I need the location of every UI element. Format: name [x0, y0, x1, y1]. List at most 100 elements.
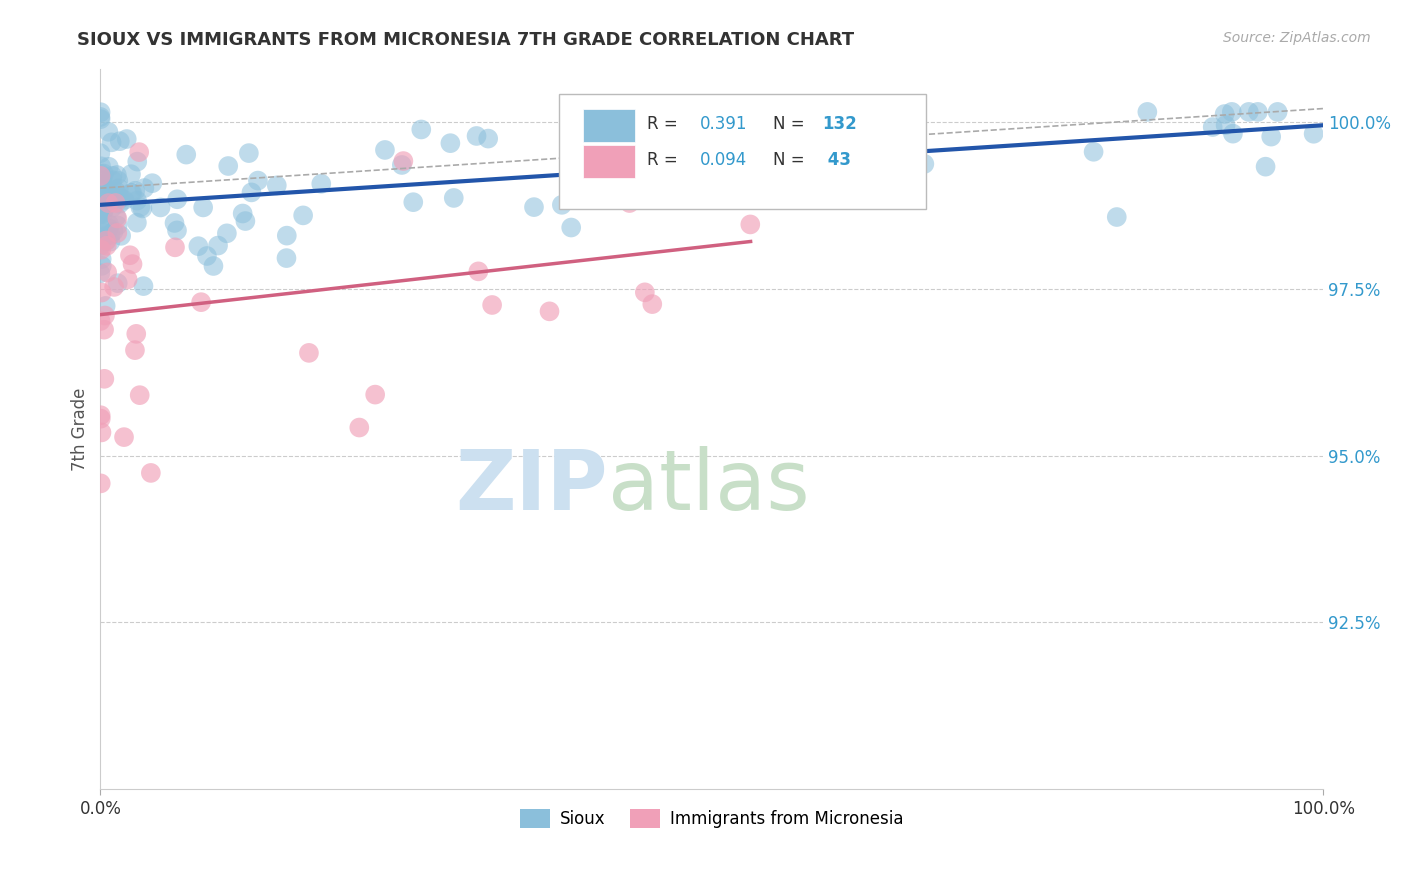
Point [127, 154, 149, 169]
Point [124, 343, 146, 358]
Point [108, 181, 131, 195]
Point [93, 202, 115, 217]
Point [1136, 104, 1159, 119]
Point [1247, 104, 1270, 119]
Point [166, 192, 188, 206]
Point [402, 195, 425, 210]
Point [91, 207, 114, 221]
Point [465, 128, 488, 143]
Point [120, 186, 142, 200]
FancyBboxPatch shape [583, 145, 634, 178]
Point [98, 218, 121, 232]
Point [128, 388, 150, 402]
Point [90, 285, 112, 300]
Point [141, 176, 163, 190]
Point [804, 139, 827, 153]
Point [232, 206, 254, 220]
Text: N =: N = [773, 151, 810, 169]
Point [97, 160, 120, 174]
Point [89, 206, 111, 220]
Point [89, 202, 111, 216]
Point [292, 208, 315, 222]
Text: 0.094: 0.094 [700, 151, 747, 169]
Point [1215, 118, 1237, 132]
Point [105, 189, 128, 203]
Point [481, 298, 503, 312]
Point [103, 225, 125, 239]
Point [411, 122, 433, 136]
Text: N =: N = [773, 115, 810, 133]
Point [298, 346, 321, 360]
Point [94, 229, 117, 244]
Point [89, 177, 111, 191]
Legend: Sioux, Immigrants from Micronesia: Sioux, Immigrants from Micronesia [513, 803, 911, 835]
Point [202, 259, 225, 273]
Point [124, 184, 146, 198]
Point [191, 201, 214, 215]
Point [1213, 107, 1236, 121]
Point [100, 189, 122, 203]
Point [89, 167, 111, 181]
Point [90, 105, 112, 120]
Point [207, 238, 229, 252]
Point [101, 169, 124, 183]
Point [740, 218, 762, 232]
Point [1302, 127, 1324, 141]
Point [104, 196, 127, 211]
Point [91, 180, 114, 194]
Point [107, 174, 129, 188]
Point [91, 173, 114, 187]
Point [1222, 127, 1244, 141]
Point [901, 192, 924, 206]
Point [89, 110, 111, 124]
Point [115, 132, 138, 146]
Point [97, 125, 120, 139]
Point [443, 191, 465, 205]
Point [105, 211, 128, 226]
Text: atlas: atlas [607, 446, 810, 527]
Point [90, 198, 112, 212]
Point [90, 200, 112, 214]
Point [1105, 210, 1128, 224]
Point [90, 409, 112, 423]
Point [93, 226, 115, 240]
Point [128, 145, 150, 160]
Point [630, 152, 652, 166]
Point [215, 227, 238, 241]
Point [105, 185, 128, 199]
Point [105, 210, 128, 224]
Point [125, 326, 148, 341]
Point [108, 196, 131, 211]
Point [107, 276, 129, 290]
Point [129, 200, 152, 214]
Point [91, 232, 114, 246]
Point [90, 259, 112, 273]
Point [585, 117, 607, 131]
Point [276, 251, 298, 265]
Point [901, 161, 924, 175]
Point [127, 194, 149, 208]
Point [187, 239, 209, 253]
Point [125, 216, 148, 230]
Point [523, 200, 546, 214]
Point [582, 190, 605, 204]
Point [90, 169, 112, 183]
Text: R =: R = [647, 151, 683, 169]
Point [799, 136, 821, 150]
Point [98, 186, 121, 200]
Point [117, 272, 139, 286]
Point [163, 216, 186, 230]
Point [477, 131, 499, 145]
Point [166, 223, 188, 237]
Point [1220, 104, 1243, 119]
Point [90, 314, 112, 328]
Point [149, 201, 172, 215]
Point [110, 191, 132, 205]
Text: 132: 132 [821, 115, 856, 133]
Point [108, 134, 131, 148]
Point [551, 198, 574, 212]
Point [105, 168, 128, 182]
Point [240, 186, 263, 200]
Point [93, 166, 115, 180]
Point [131, 202, 153, 216]
